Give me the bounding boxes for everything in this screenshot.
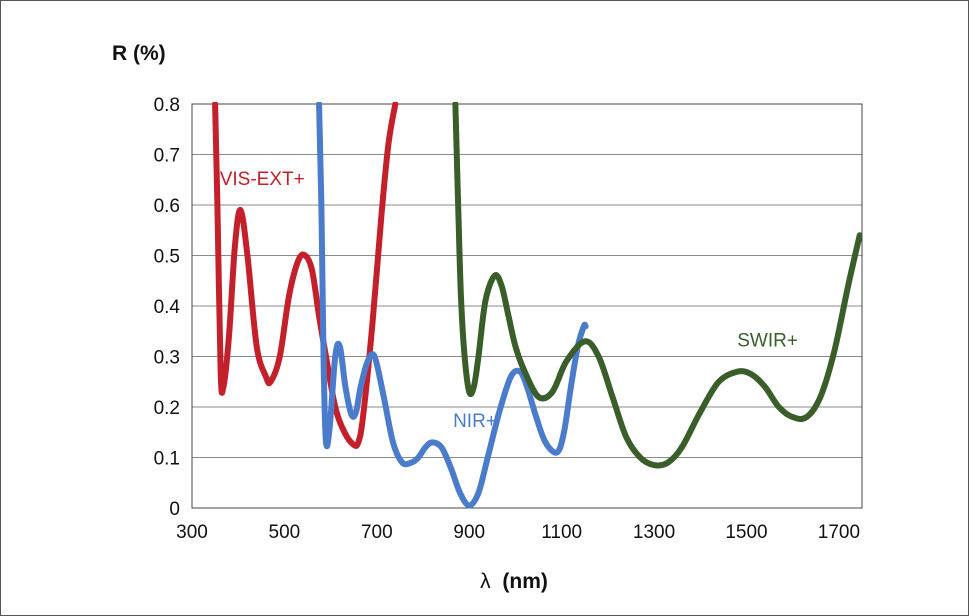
y-tick-label: 0.3 xyxy=(154,348,180,369)
series-label-swir: SWIR+ xyxy=(737,330,798,351)
series-label-vis-ext: VIS-EXT+ xyxy=(220,169,305,190)
y-tick-label: 0.1 xyxy=(154,449,180,470)
series-line-swir xyxy=(452,102,862,469)
series-group xyxy=(212,102,862,509)
y-tick-label: 0 xyxy=(169,499,180,520)
x-axis-ticks: 300 500 700 900 1100 1300 1500 1700 xyxy=(176,522,860,543)
x-axis-label: λ (nm) xyxy=(480,570,548,593)
y-tick-label: 0.7 xyxy=(154,146,180,167)
y-tick-label: 0.2 xyxy=(154,398,180,419)
x-axis-unit: (nm) xyxy=(502,570,548,593)
series-labels: VIS-EXT+ NIR+ SWIR+ xyxy=(220,169,798,432)
x-tick-label: 700 xyxy=(361,522,393,543)
x-tick-label: 1300 xyxy=(633,522,675,543)
plot-area xyxy=(191,103,863,509)
series-line-nir xyxy=(316,102,589,509)
x-tick-label: 300 xyxy=(176,522,208,543)
x-axis-symbol: λ xyxy=(480,570,491,593)
x-tick-label: 900 xyxy=(453,522,485,543)
y-tick-label: 0.8 xyxy=(154,95,180,116)
x-tick-label: 1100 xyxy=(541,522,582,543)
series-line-vis-ext xyxy=(212,102,399,450)
x-tick-label: 1500 xyxy=(725,522,767,543)
y-axis-label: R (%) xyxy=(112,42,166,65)
y-tick-label: 0.4 xyxy=(154,297,181,318)
series-label-nir: NIR+ xyxy=(453,411,497,432)
y-tick-label: 0.5 xyxy=(154,247,180,268)
y-axis-ticks: 0 0.1 0.2 0.3 0.4 0.5 0.6 0.7 0.8 xyxy=(154,95,181,520)
x-tick-label: 500 xyxy=(269,522,301,543)
grid xyxy=(192,103,862,509)
x-tick-label: 1700 xyxy=(818,522,860,543)
y-tick-label: 0.6 xyxy=(154,196,180,217)
